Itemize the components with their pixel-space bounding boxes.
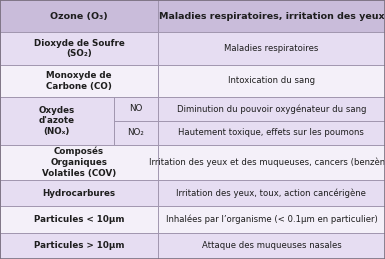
Text: Composés
Organiques
Volatiles (COV): Composés Organiques Volatiles (COV) — [42, 147, 116, 178]
Bar — [114, 97, 158, 121]
Bar — [158, 97, 385, 121]
Text: Maladies respiratoires, irritation des yeux: Maladies respiratoires, irritation des y… — [159, 12, 384, 21]
Text: Dioxyde de Soufre
(SO₂): Dioxyde de Soufre (SO₂) — [33, 39, 124, 58]
Bar — [0, 65, 158, 97]
Bar — [0, 145, 158, 180]
Bar — [158, 65, 385, 97]
Bar — [0, 32, 158, 65]
Text: Hydrocarbures: Hydrocarbures — [42, 189, 116, 198]
Bar — [158, 233, 385, 259]
Text: Irritation des yeux et des muqueuses, cancers (benzène): Irritation des yeux et des muqueuses, ca… — [149, 157, 385, 167]
Bar — [0, 97, 114, 145]
Bar — [158, 180, 385, 206]
Text: NO₂: NO₂ — [127, 128, 144, 137]
Text: Maladies respiratoires: Maladies respiratoires — [224, 44, 319, 53]
Bar — [0, 233, 158, 259]
Text: NO: NO — [129, 104, 142, 113]
Bar — [0, 180, 158, 206]
Text: Diminution du pouvoir oxygénateur du sang: Diminution du pouvoir oxygénateur du san… — [177, 104, 366, 114]
Bar — [158, 32, 385, 65]
Bar — [0, 206, 158, 233]
Text: Monoxyde de
Carbone (CO): Monoxyde de Carbone (CO) — [46, 71, 112, 91]
Text: Inhalées par l’organisme (< 0.1μm en particulier): Inhalées par l’organisme (< 0.1μm en par… — [166, 215, 377, 224]
Text: Particules > 10μm: Particules > 10μm — [33, 241, 124, 250]
Text: Particules < 10μm: Particules < 10μm — [33, 215, 124, 224]
Text: Oxydes
d'azote
(NOₓ): Oxydes d'azote (NOₓ) — [38, 105, 75, 136]
Text: Hautement toxique, effets sur les poumons: Hautement toxique, effets sur les poumon… — [179, 128, 364, 137]
Bar — [158, 145, 385, 180]
Bar — [0, 0, 158, 32]
Bar — [158, 206, 385, 233]
Bar — [114, 121, 158, 145]
Text: Ozone (O₃): Ozone (O₃) — [50, 12, 108, 21]
Text: Irritation des yeux, toux, action cancérigène: Irritation des yeux, toux, action cancér… — [176, 189, 367, 198]
Text: Attaque des muqueuses nasales: Attaque des muqueuses nasales — [202, 241, 341, 250]
Bar — [158, 0, 385, 32]
Text: Intoxication du sang: Intoxication du sang — [228, 76, 315, 85]
Bar — [158, 121, 385, 145]
